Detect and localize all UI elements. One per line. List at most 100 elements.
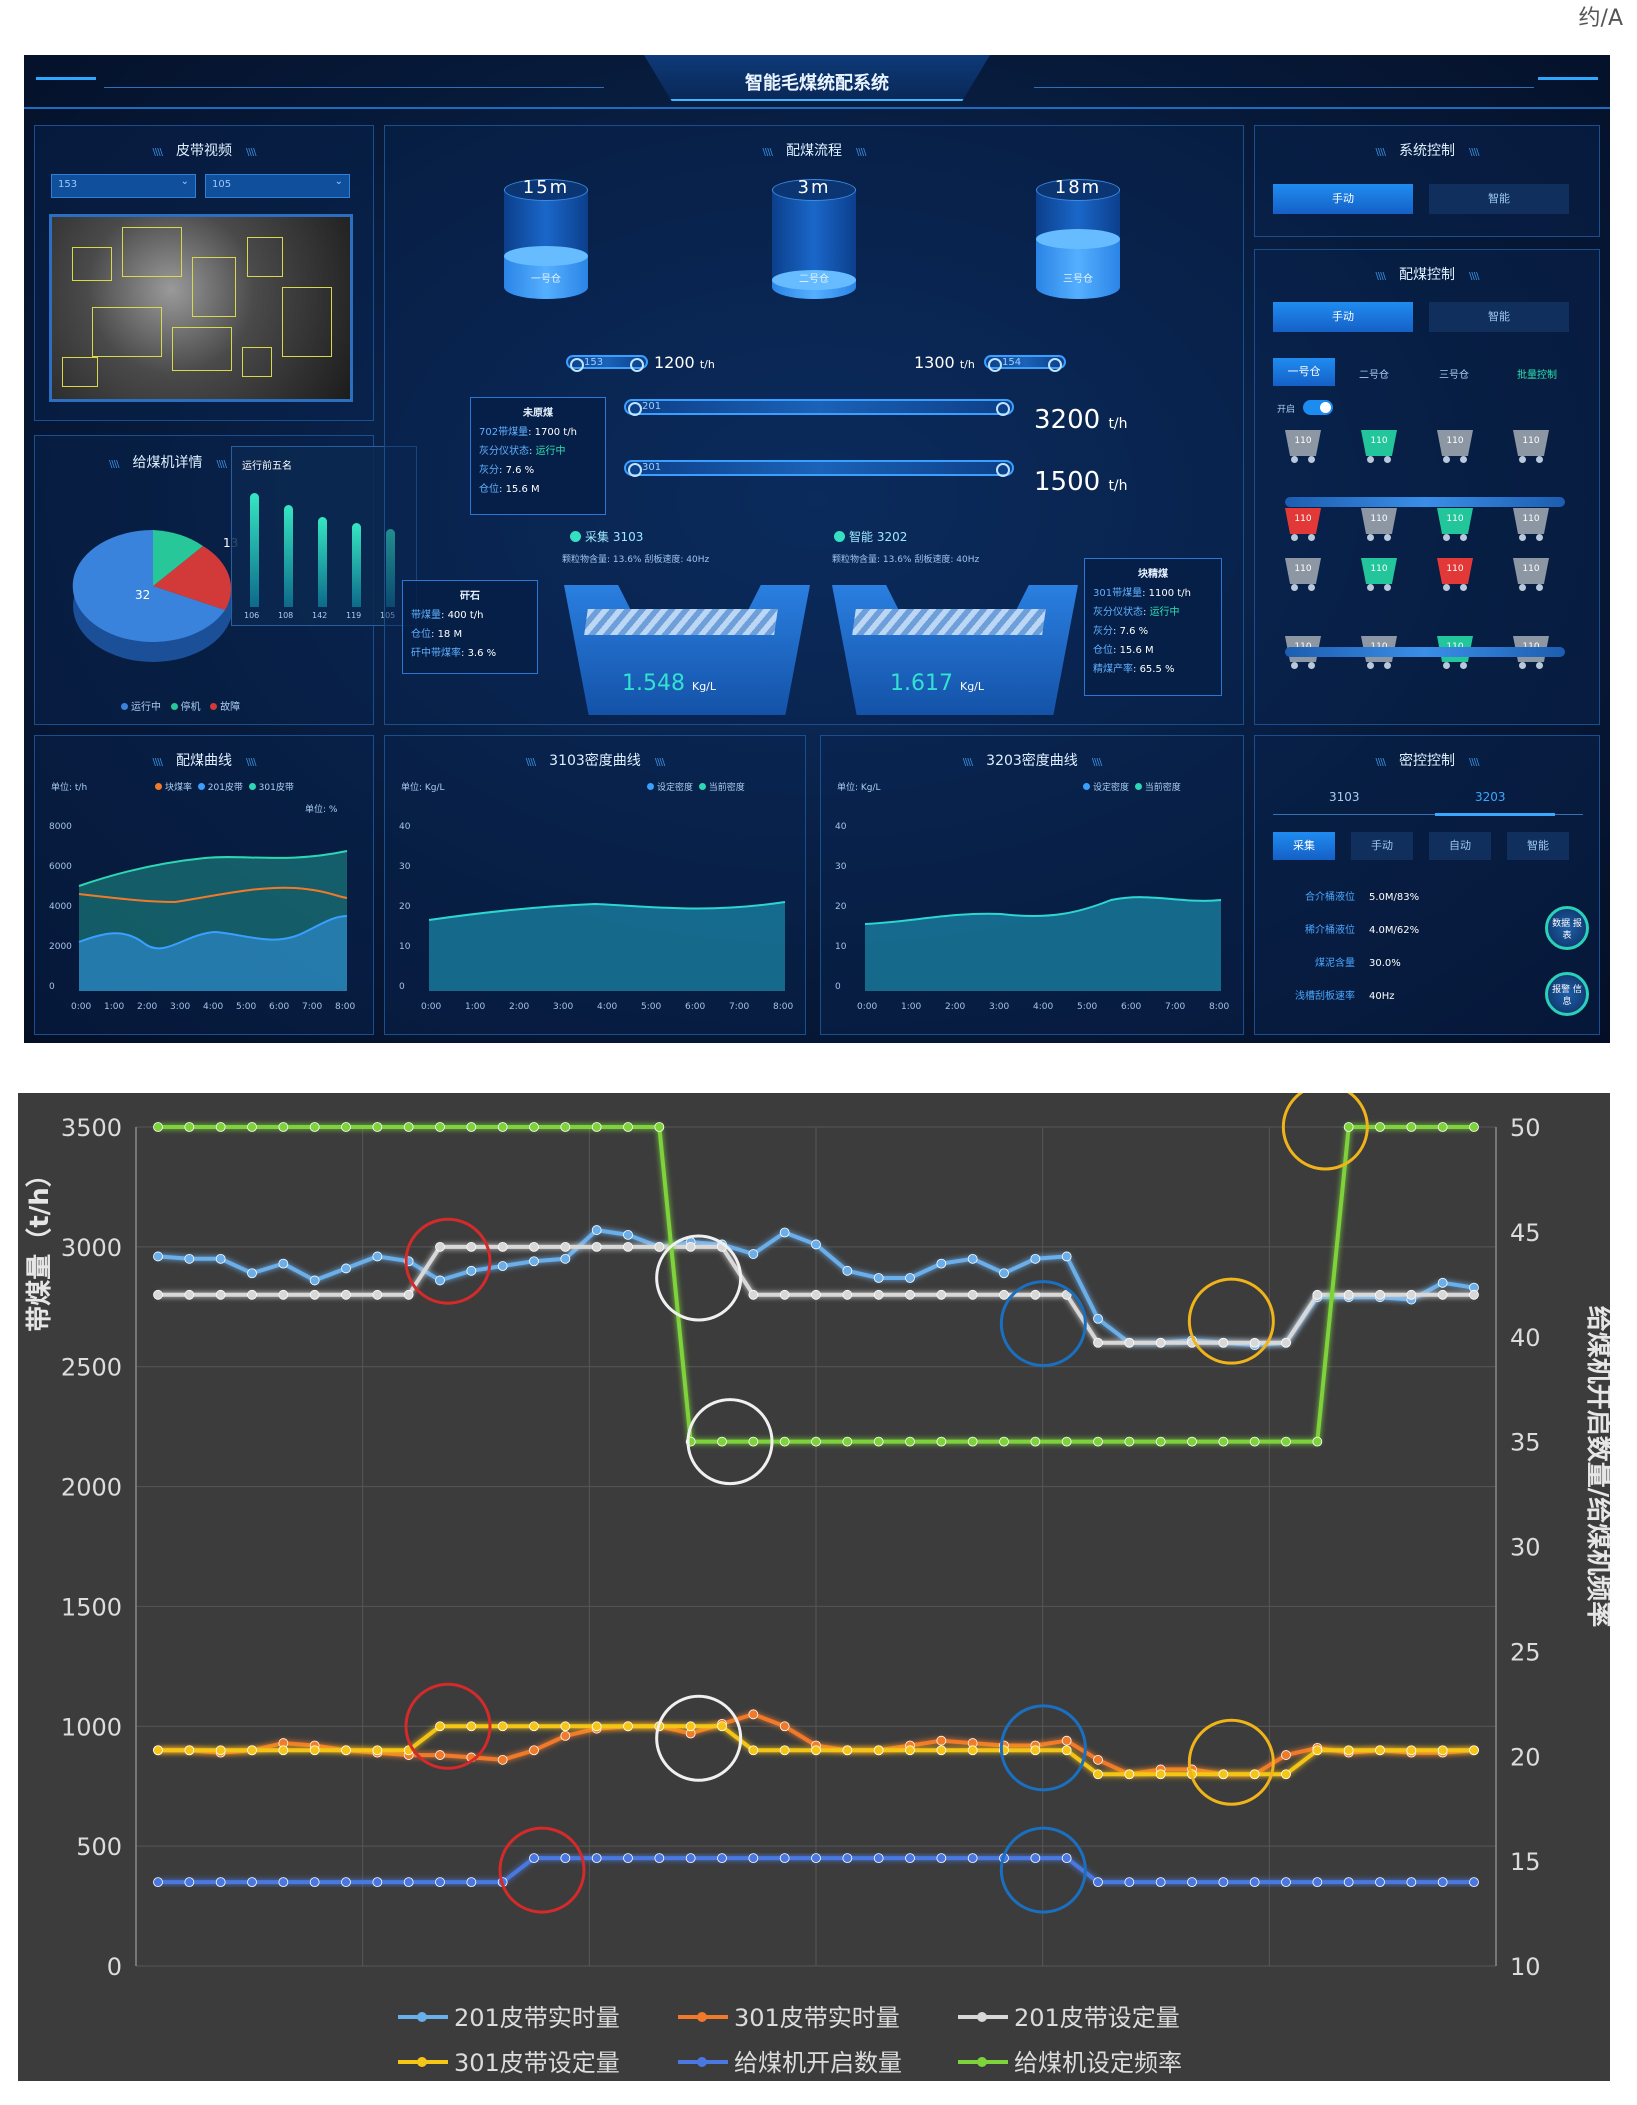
series-point [215,1289,226,1300]
feeder-cart[interactable]: 110 [1283,506,1323,542]
series-point [1218,1877,1229,1887]
stat-mix-tank: 合介桶液位 5.0M/83% [1305,892,1420,903]
feeder-cart[interactable]: 110 [1359,428,1399,464]
feeder-cart[interactable]: 110 [1359,506,1399,542]
legend-label: 301皮带实时量 [734,2004,900,2032]
series-point [967,1745,978,1756]
density-tab-3203[interactable]: 3203 [1475,790,1506,804]
blend-manual-button[interactable]: 手动 [1273,302,1413,332]
series-point [278,1122,289,1132]
legend-item[interactable]: 给煤机设定频率 [958,2043,1182,2078]
belt-video-title: 皮带视频 [35,140,373,160]
series-point [184,1877,195,1887]
density-smart-button[interactable]: 智能 [1507,832,1569,860]
feeder-cart[interactable]: 110 [1511,506,1551,542]
feeder-cart[interactable]: 110 [1511,428,1551,464]
density-tab-3103[interactable]: 3103 [1329,790,1360,804]
belt-301[interactable]: 301 [624,460,1014,477]
series-point [215,1253,226,1264]
feeder-rail-1 [1285,497,1565,507]
series-point [403,1289,414,1300]
legend-item[interactable]: 301皮带设定量 [398,2043,620,2078]
x-tick-label: 3:00 [170,1002,191,1012]
hopper-3202[interactable]: 1.617 Kg/L [832,565,1078,715]
top-five-popup: 运行前五名 106 108 142 119 105 [231,446,417,626]
series-point [1187,1436,1197,1447]
series-point [560,1853,571,1864]
feeder-cart[interactable]: 110 [1283,556,1323,592]
feeder-cart-body: 110 [1361,508,1397,534]
series-point [1469,1122,1479,1132]
hopper-3103[interactable]: 1.548 Kg/L [564,565,810,715]
series-point [153,1745,163,1756]
feeder-cart[interactable]: 110 [1511,556,1551,592]
y-right-tick-label: 50 [1510,1114,1541,1142]
belt-153[interactable]: 153 [566,355,648,372]
legend-item[interactable]: 201皮带设定量 [958,1998,1180,2033]
feeder-detail-title: 给煤机详情 [95,452,373,472]
series-point [779,1721,790,1732]
annotation-circle [1187,1718,1275,1806]
x-tick-label: 5:00 [236,1002,257,1012]
top-five-bar-label: 108 [278,611,294,620]
feeder-cart[interactable]: 110 [1435,506,1475,542]
top-five-bar [250,493,259,607]
stat-slime: 煤泥含量 30.0% [1315,958,1401,969]
series-point [1030,1289,1041,1300]
camera-select-left[interactable]: 153 [51,174,196,198]
series-point [1218,1337,1229,1348]
enable-toggle[interactable] [1303,400,1333,415]
series-point [529,1721,539,1732]
tab-batch-control[interactable]: 批量控制 [1517,370,1557,381]
y-left-tick-label: 3500 [61,1114,122,1142]
series-point [811,1239,821,1250]
system-smart-button[interactable]: 智能 [1429,184,1569,214]
camera-select-right[interactable]: 105 [205,174,350,198]
belt-154[interactable]: 154 [984,355,1066,372]
feeder-legend: 运行中 停机 故障 [121,698,240,713]
series-point [1437,1877,1448,1887]
blend-control-title: 配煤控制 [1255,264,1599,284]
data-report-button[interactable]: 数据 报表 [1545,906,1589,950]
stat-scraper: 浅槽刮板速率 40Hz [1295,991,1395,1002]
series-point [1155,1877,1166,1887]
blend-smart-button[interactable]: 智能 [1429,302,1569,332]
tab-silo-3[interactable]: 三号仓 [1439,370,1469,381]
series-point [309,1289,320,1300]
annotation-circle [999,1704,1087,1792]
series-point [278,1877,289,1887]
density-control-title: 密控控制 [1255,750,1599,770]
series-point [1093,1436,1103,1447]
system-manual-button[interactable]: 手动 [1273,184,1413,214]
legend-label: 给煤机开启数量 [734,2049,902,2077]
belt-201[interactable]: 201 [624,399,1014,416]
silo-2[interactable]: 3m 二号仓 [772,175,856,311]
legend-item[interactable]: 给煤机开启数量 [678,2043,902,2078]
series-point [247,1268,257,1279]
legend-item[interactable]: 201皮带实时量 [398,1998,620,2033]
blend-curve-title: 配煤曲线 [35,750,373,770]
belt-video-feed[interactable] [49,214,353,402]
density-manual-button[interactable]: 手动 [1351,832,1413,860]
y-tick-label: 40 [835,822,847,832]
series-point [748,1249,759,1259]
alarm-info-button[interactable]: 报警 信息 [1545,972,1589,1016]
series-point [717,1853,727,1864]
tab-silo-1[interactable]: 一号仓 [1273,358,1335,386]
series-point [654,1853,665,1864]
silo-1[interactable]: 15m 一号仓 [504,175,588,311]
series-point [1375,1877,1385,1887]
legend-item[interactable]: 301皮带实时量 [678,1998,900,2033]
feeder-cart[interactable]: 110 [1435,556,1475,592]
series-point [1124,1436,1135,1447]
density-collect-button[interactable]: 采集 [1273,832,1335,860]
series-point [1249,1877,1260,1887]
feeder-cart[interactable]: 110 [1435,428,1475,464]
silo-3[interactable]: 18m 三号仓 [1036,175,1120,311]
density-auto-button[interactable]: 自动 [1429,832,1491,860]
tab-silo-2[interactable]: 二号仓 [1359,370,1389,381]
series-point [435,1241,445,1252]
feeder-cart[interactable]: 110 [1359,556,1399,592]
feeder-cart[interactable]: 110 [1283,428,1323,464]
series-point [811,1436,821,1447]
